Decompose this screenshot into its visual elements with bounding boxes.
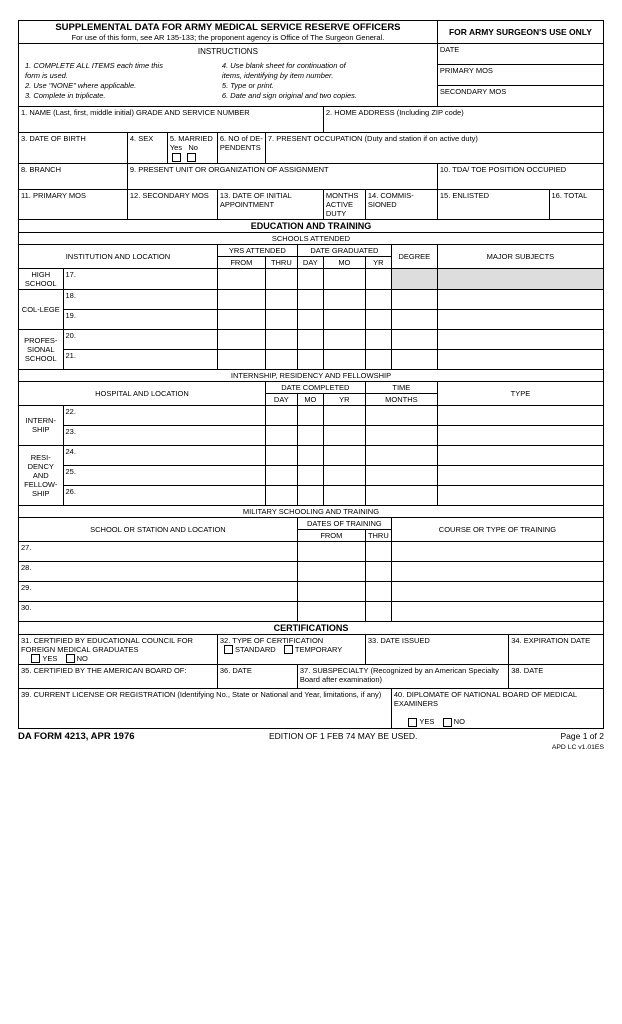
row-18: 18. xyxy=(63,289,217,309)
field-10: 10. TDA/ TOE POSITION OCCUPIED xyxy=(437,163,603,189)
use-only: FOR ARMY SURGEON'S USE ONLY xyxy=(437,21,603,44)
education-header: EDUCATION AND TRAINING xyxy=(19,219,603,232)
institution-hdr: INSTITUTION AND LOCATION xyxy=(19,244,217,268)
yrs-hdr: YRS ATTENDED xyxy=(217,244,297,256)
dc-hdr: DATE COMPLETED xyxy=(265,381,365,393)
field-39: 39. CURRENT LICENSE OR REGISTRATION (Ide… xyxy=(19,689,391,728)
field-16: 16. TOTAL xyxy=(549,189,603,219)
dates-training-hdr: DATES OF TRAINING xyxy=(297,517,391,529)
field-4: 4. SEX xyxy=(127,133,167,164)
field-13m: MONTHS ACTIVE DUTY xyxy=(323,189,365,219)
married-no-checkbox[interactable] xyxy=(187,153,196,162)
field-36: 36. DATE xyxy=(217,665,297,689)
pmos-label: PRIMARY MOS xyxy=(437,65,603,86)
degree-hdr: DEGREE xyxy=(391,244,437,268)
field-37: 37. SUBSPECIALTY (Recognized by an Ameri… xyxy=(297,665,508,689)
f32-temp-checkbox[interactable] xyxy=(284,645,293,654)
row-23: 23. xyxy=(63,425,265,445)
field-12: 12. SECONDARY MOS xyxy=(127,189,217,219)
field-11: 11. PRIMARY MOS xyxy=(19,189,127,219)
field-7: 7. PRESENT OCCUPATION (Duty and station … xyxy=(265,133,603,164)
row-30: 30. xyxy=(19,601,297,621)
instr-left: 1. COMPLETE ALL ITEMS each time this for… xyxy=(25,60,220,101)
field-15: 15. ENLISTED xyxy=(437,189,549,219)
intern-label: INTERN-SHIP xyxy=(19,405,63,445)
field-32: 32. TYPE OF CERTIFICATION STANDARD TEMPO… xyxy=(217,634,365,665)
row-20: 20. xyxy=(63,329,217,349)
field-8: 8. BRANCH xyxy=(19,163,127,189)
row-22: 22. xyxy=(63,405,265,425)
schools-attended: SCHOOLS ATTENDED xyxy=(19,232,603,244)
row-25: 25. xyxy=(63,465,265,485)
f31-yes-checkbox[interactable] xyxy=(31,654,40,663)
field-35: 35. CERTIFIED BY THE AMERICAN BOARD OF: xyxy=(19,665,217,689)
row-28: 28. xyxy=(19,561,297,581)
dategrad-hdr: DATE GRADUATED xyxy=(297,244,391,256)
field-38: 38. DATE xyxy=(509,665,603,689)
field-5: 5. MARRIED Yes No xyxy=(167,133,217,164)
f32-std-checkbox[interactable] xyxy=(224,645,233,654)
cert-header: CERTIFICATIONS xyxy=(19,621,603,634)
instructions-header: INSTRUCTIONS xyxy=(21,45,435,58)
prof-label: PROFES-SIONAL SCHOOL xyxy=(19,329,63,369)
row-19: 19. xyxy=(63,309,217,329)
footer: DA FORM 4213, APR 1976 EDITION OF 1 FEB … xyxy=(18,731,604,751)
row-27: 27. xyxy=(19,541,297,561)
field-40: 40. DIPLOMATE OF NATIONAL BOARD OF MEDIC… xyxy=(391,689,603,728)
field-31: 31. CERTIFIED BY EDUCATIONAL COUNCIL FOR… xyxy=(19,634,217,665)
hospital-hdr: HOSPITAL AND LOCATION xyxy=(19,381,265,405)
form-number: DA FORM 4213, APR 1976 xyxy=(18,731,135,751)
f40-yes-checkbox[interactable] xyxy=(408,718,417,727)
field-3: 3. DATE OF BIRTH xyxy=(19,133,127,164)
page-number: Page 1 of 2 xyxy=(561,731,604,741)
field-6: 6. NO of DE-PENDENTS xyxy=(217,133,265,164)
type-hdr: TYPE xyxy=(437,381,603,405)
field-1: 1. NAME (Last, first, middle initial) GR… xyxy=(19,107,323,133)
f40-no-checkbox[interactable] xyxy=(443,718,452,727)
apd-code: APD LC v1.01ES xyxy=(552,744,604,751)
form-container: SUPPLEMENTAL DATA FOR ARMY MEDICAL SERVI… xyxy=(18,20,604,729)
f31-no-checkbox[interactable] xyxy=(66,654,75,663)
row-26: 26. xyxy=(63,485,265,505)
row-29: 29. xyxy=(19,581,297,601)
instr-right: 4. Use blank sheet for continuation of i… xyxy=(222,60,417,101)
irf-header: INTERNSHIP, RESIDENCY AND FELLOWSHIP xyxy=(19,369,603,381)
smos-label: SECONDARY MOS xyxy=(437,86,603,107)
mil-header: MILITARY SCHOOLING AND TRAINING xyxy=(19,505,603,517)
form-title: SUPPLEMENTAL DATA FOR ARMY MEDICAL SERVI… xyxy=(21,22,435,33)
date-label: DATE xyxy=(437,44,603,65)
row-17: 17. xyxy=(63,268,217,289)
row-24: 24. xyxy=(63,445,265,465)
field-9: 9. PRESENT UNIT OR ORGANIZATION OF ASSIG… xyxy=(127,163,437,189)
edition-note: EDITION OF 1 FEB 74 MAY BE USED. xyxy=(269,731,417,751)
college-label: COL-LEGE xyxy=(19,289,63,329)
hs-label: HIGH SCHOOL xyxy=(19,268,63,289)
resi-label: RESI-DENCY AND FELLOW-SHIP xyxy=(19,445,63,505)
married-yes-checkbox[interactable] xyxy=(172,153,181,162)
row-21: 21. xyxy=(63,349,217,369)
field-14: 14. COMMIS-SIONED xyxy=(365,189,437,219)
field-33: 33. DATE ISSUED xyxy=(365,634,508,665)
time-hdr: TIME xyxy=(365,381,437,393)
field-2: 2. HOME ADDRESS (Including ZIP code) xyxy=(323,107,603,133)
field-34: 34. EXPIRATION DATE xyxy=(509,634,603,665)
field-13: 13. DATE OF INITIAL APPOINTMENT xyxy=(217,189,323,219)
course-hdr: COURSE OR TYPE OF TRAINING xyxy=(391,517,603,541)
major-hdr: MAJOR SUBJECTS xyxy=(437,244,603,268)
school-hdr: SCHOOL OR STATION AND LOCATION xyxy=(19,517,297,541)
form-subtitle: For use of this form, see AR 135-133; th… xyxy=(21,33,435,42)
